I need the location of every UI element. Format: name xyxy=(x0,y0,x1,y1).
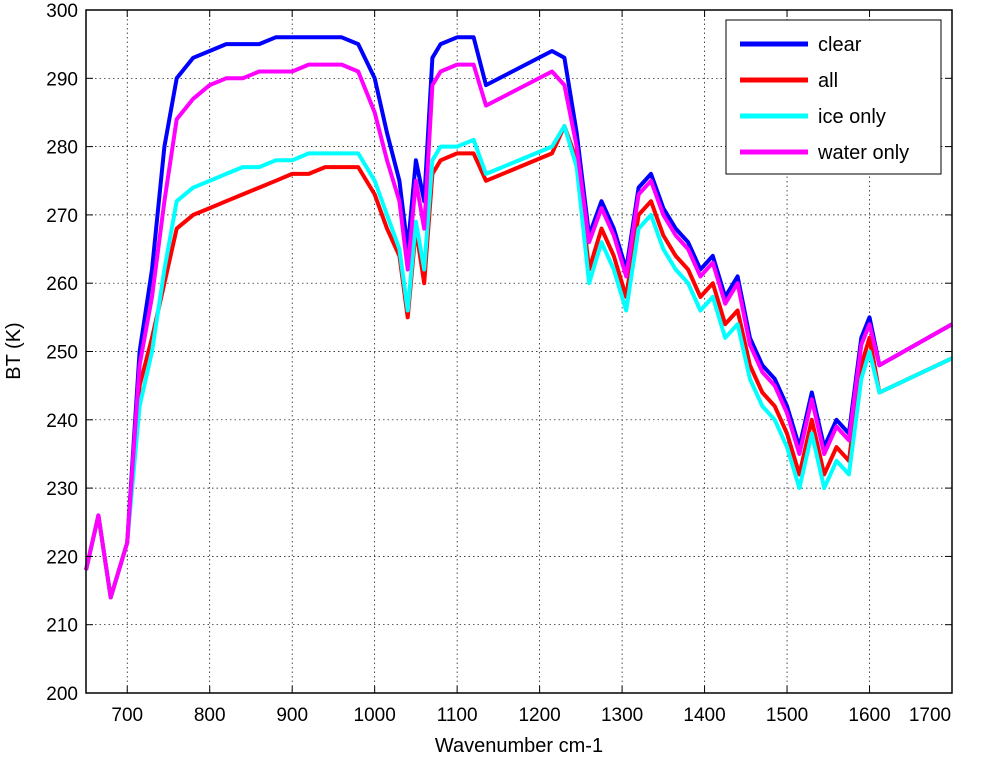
y-tick-label: 230 xyxy=(46,479,78,500)
y-tick-label: 200 xyxy=(46,684,78,705)
x-axis-label: Wavenumber cm-1 xyxy=(435,735,603,757)
x-tick-label: 700 xyxy=(111,705,143,726)
y-tick-label: 260 xyxy=(46,274,78,295)
y-tick-label: 300 xyxy=(46,1,78,22)
legend-label-clear: clear xyxy=(818,34,862,56)
series-line-water-only xyxy=(84,62,953,600)
x-tick-label: 800 xyxy=(194,705,226,726)
x-tick-label: 1100 xyxy=(437,705,478,726)
ticks: 700 800 900 1000 1100 1200 1300 1400 1500 1600 170… xyxy=(46,1,953,726)
x-tick-label: 1400 xyxy=(683,705,725,726)
legend: clear all ice only water only xyxy=(725,19,942,175)
series-line-clear xyxy=(84,35,953,600)
x-tick-label: 1700 xyxy=(909,705,951,726)
y-tick-label: 280 xyxy=(46,138,78,159)
y-tick-label: 220 xyxy=(46,547,78,568)
x-tick-label: 1000 xyxy=(354,705,396,726)
series-line-all xyxy=(84,124,953,600)
series-layer xyxy=(84,35,953,600)
legend-label-water-only: water only xyxy=(817,142,909,164)
x-tick-label: 900 xyxy=(276,705,308,726)
y-axis-label: BT (K) xyxy=(3,322,25,379)
y-tick-label: 290 xyxy=(46,69,78,90)
x-tick-label: 1500 xyxy=(766,705,808,726)
series-line-ice-only xyxy=(84,124,953,600)
x-tick-label: 1300 xyxy=(601,705,643,726)
y-tick-label: 270 xyxy=(46,206,78,227)
legend-label-all: all xyxy=(818,70,838,92)
x-tick-label: 1600 xyxy=(848,705,890,726)
x-tick-label: 1200 xyxy=(518,705,560,726)
y-tick-label: 210 xyxy=(46,616,78,637)
legend-label-ice-only: ice only xyxy=(818,106,886,128)
y-tick-label: 250 xyxy=(46,343,78,364)
y-tick-label: 240 xyxy=(46,411,78,432)
